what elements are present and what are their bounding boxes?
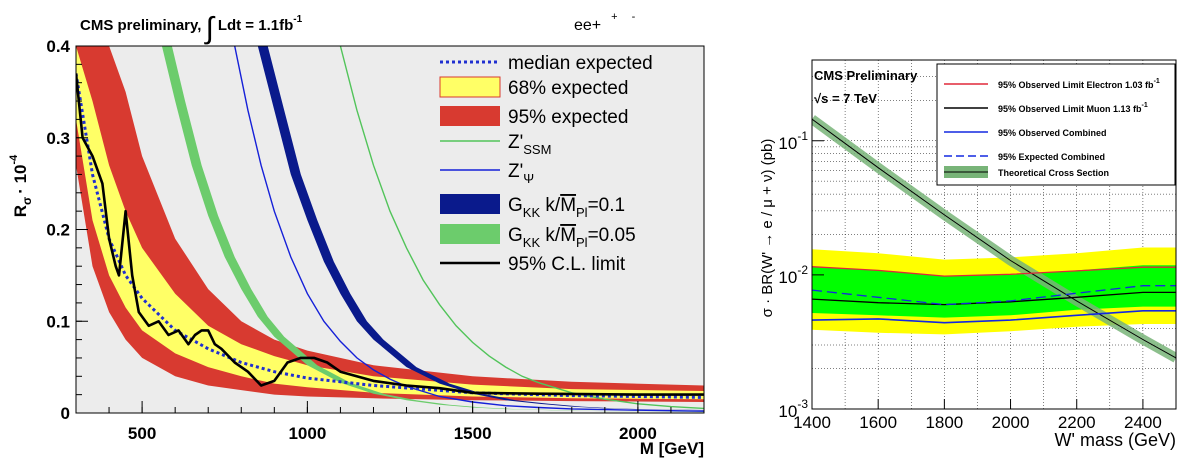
legend-label: Z'SSM [508, 132, 551, 157]
right-theory-line [812, 118, 1176, 359]
left-x-tick-label: 1000 [288, 424, 326, 443]
legend-swatch [440, 194, 500, 214]
right-subtitle: √s = 7 TeV [814, 91, 877, 106]
right-x-tick-label: 2000 [992, 413, 1030, 432]
left-x-tick-label: 500 [128, 424, 156, 443]
left-y-tick-label: 0.2 [46, 221, 70, 240]
right-line-obs-combined [812, 310, 1176, 324]
right-legend-entry-exp_comb: 95% Expected Combined [944, 152, 1105, 162]
right-x-tick-label: 2400 [1124, 413, 1162, 432]
left-legend-entry-obs: 95% C.L. limit [440, 254, 626, 275]
legend-label: 95% Observed Limit Electron 1.03 fb-1 [998, 78, 1160, 90]
left-y-tick-label: 0.1 [46, 312, 70, 331]
left-channel-label: ee+ + - [574, 11, 636, 34]
legend-swatch [440, 106, 500, 126]
left-legend-entry-g01: GKK k/MPl=0.1 [440, 194, 625, 220]
right-line-obs-muon [812, 291, 1176, 306]
legend-swatch [439, 76, 501, 98]
right-y-tick-label: 10-1 [778, 129, 808, 153]
left-legend-entry-band68: 68% expected [439, 76, 628, 99]
left-y-tick-label: 0 [61, 404, 70, 423]
right-legend-entry-obs_mu: 95% Observed Limit Muon 1.13 fb-1 [944, 102, 1148, 114]
legend-label: GKK k/MPl=0.05 [508, 225, 636, 250]
left-x-axis-label: M [GeV] [640, 439, 704, 458]
left-chart: 500 1000 1500 2000 0 0.1 0.2 0.3 0.4 median expe… [8, 11, 705, 458]
right-legend-entry-theory: Theoretical Cross Section [944, 166, 1109, 178]
left-y-tick-label: 0.3 [46, 129, 70, 148]
left-y-tick-label: 0.4 [46, 37, 70, 56]
right-y-tick-label: 10-3 [778, 397, 808, 421]
left-legend-entry-zpsi: Z'Ψ [440, 161, 534, 186]
right-legend-entry-obs_e: 95% Observed Limit Electron 1.03 fb-1 [944, 78, 1160, 90]
line-z-ssm [339, 46, 704, 410]
legend-label: 95% expected [508, 107, 628, 128]
legend-label: GKK k/MPl=0.1 [508, 195, 625, 220]
left-legend-entry-zssm: Z'SSM [440, 132, 551, 157]
legend-label: 95% Observed Limit Muon 1.13 fb-1 [998, 102, 1148, 114]
right-y-axis-label: σ · BR(W' → e / μ + ν) (pb) [759, 139, 776, 318]
legend-label: Z'Ψ [508, 161, 534, 186]
legend-label: Theoretical Cross Section [998, 168, 1109, 178]
left-title: CMS preliminary, ∫ Ldt = 1.1fb-1 [80, 12, 303, 45]
legend-label: 95% C.L. limit [508, 254, 626, 275]
right-chart: 1400 1600 1800 2000 2200 2400 10-3 10-2 10-1 CMS… [759, 59, 1177, 450]
legend-label: 68% expected [508, 78, 628, 99]
right-x-tick-label: 1400 [793, 413, 831, 432]
left-legend-entry-band95: 95% expected [440, 106, 628, 128]
legend-label: 95% Observed Combined [998, 128, 1107, 138]
legend-label: median expected [508, 53, 653, 74]
right-x-tick-label: 1600 [859, 413, 897, 432]
right-legend-entry-obs_comb: 95% Observed Combined [944, 128, 1107, 138]
right-x-tick-label: 1800 [925, 413, 963, 432]
right-line-exp-combined [812, 285, 1176, 306]
left-x-tick-label: 2000 [619, 424, 657, 443]
right-y-tick-label: 10-2 [778, 263, 808, 287]
legend-label: 95% Expected Combined [998, 152, 1105, 162]
line-95cl-limit [76, 73, 704, 396]
legend-swatch [440, 224, 500, 244]
right-title: CMS Preliminary [814, 68, 918, 83]
left-legend-entry-median: median expected [440, 53, 653, 74]
right-x-tick-label: 2200 [1058, 413, 1096, 432]
right-line-obs-electron [812, 266, 1176, 277]
left-y-axis-label: Rσ· 10-4 [8, 154, 34, 217]
right-plot-frame [811, 59, 1177, 410]
left-x-tick-label: 1500 [454, 424, 492, 443]
right-x-axis-label: W' mass (GeV) [1055, 430, 1176, 450]
left-legend-entry-g005: GKK k/MPl=0.05 [440, 224, 636, 250]
